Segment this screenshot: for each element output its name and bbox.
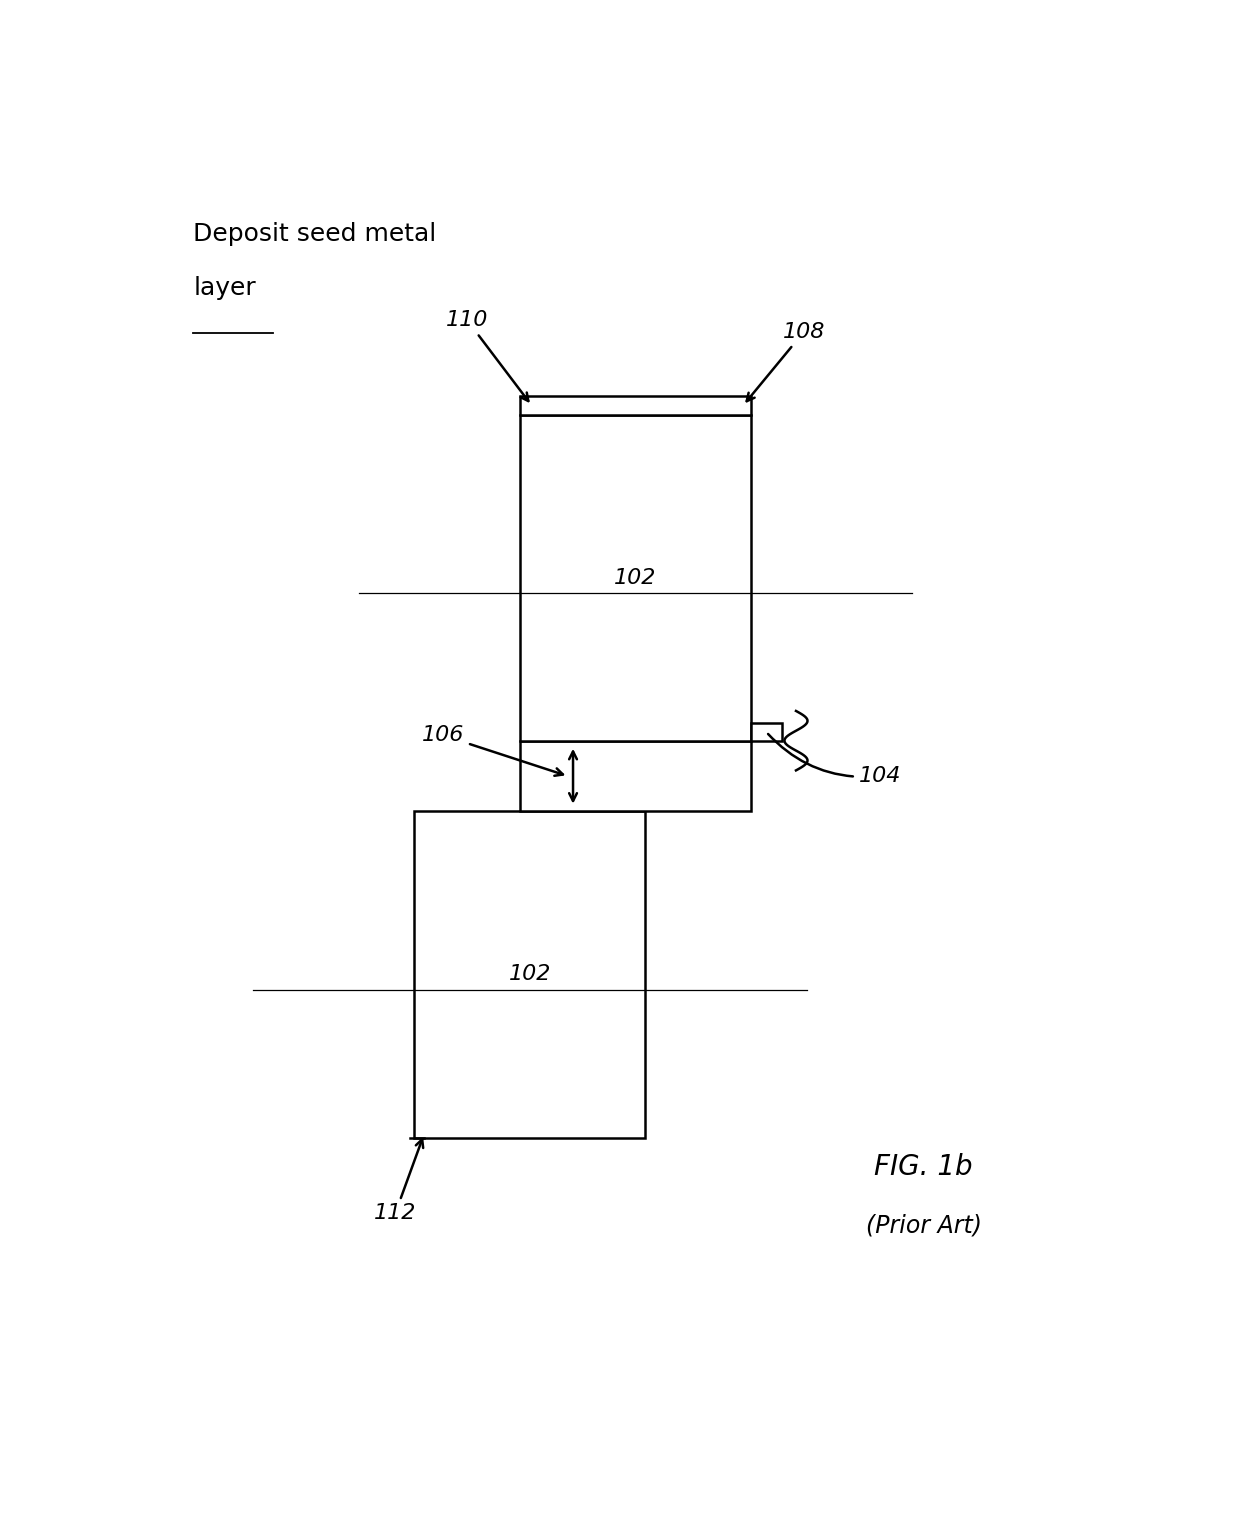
Bar bbox=[521, 415, 751, 742]
Bar bbox=[751, 722, 781, 742]
Bar bbox=[521, 742, 751, 812]
Text: 110: 110 bbox=[446, 310, 528, 401]
Bar bbox=[521, 397, 751, 415]
Text: 104: 104 bbox=[768, 734, 900, 786]
Bar bbox=[414, 812, 645, 1137]
Text: 108: 108 bbox=[746, 322, 825, 401]
Text: 102: 102 bbox=[508, 964, 551, 984]
Text: FIG. 1b: FIG. 1b bbox=[874, 1152, 973, 1181]
Text: Deposit seed metal: Deposit seed metal bbox=[193, 223, 436, 247]
Text: (Prior Art): (Prior Art) bbox=[866, 1213, 982, 1237]
Text: 102: 102 bbox=[614, 568, 657, 587]
Text: 106: 106 bbox=[422, 725, 563, 775]
Text: 112: 112 bbox=[374, 1140, 423, 1223]
Text: layer: layer bbox=[193, 276, 257, 300]
